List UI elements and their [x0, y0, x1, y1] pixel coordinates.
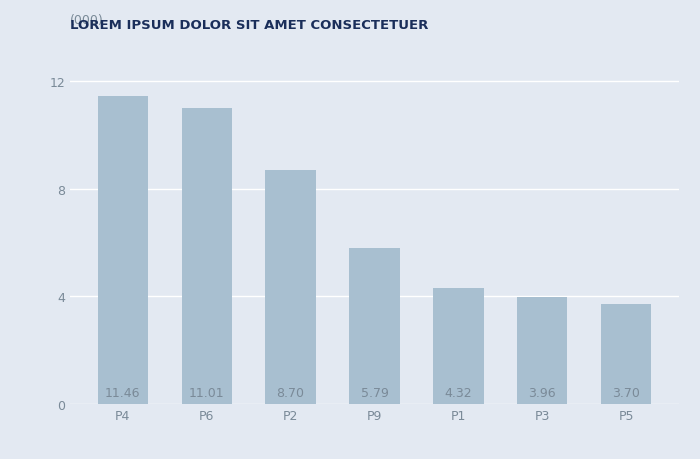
Text: 4.32: 4.32: [444, 386, 472, 399]
Bar: [98, 96, 148, 404]
Bar: [349, 249, 400, 404]
Bar: [181, 108, 232, 404]
Text: (000): (000): [70, 14, 104, 27]
Bar: [433, 288, 484, 404]
Bar: [265, 170, 316, 404]
Text: 11.46: 11.46: [105, 386, 141, 399]
Text: LOREM IPSUM DOLOR SIT AMET CONSECTETUER: LOREM IPSUM DOLOR SIT AMET CONSECTETUER: [70, 19, 428, 32]
Bar: [517, 297, 568, 404]
Text: 3.70: 3.70: [612, 386, 640, 399]
Text: 5.79: 5.79: [360, 386, 388, 399]
Bar: [601, 305, 651, 404]
Text: 3.96: 3.96: [528, 386, 556, 399]
Text: 8.70: 8.70: [276, 386, 304, 399]
Text: 11.01: 11.01: [189, 386, 225, 399]
